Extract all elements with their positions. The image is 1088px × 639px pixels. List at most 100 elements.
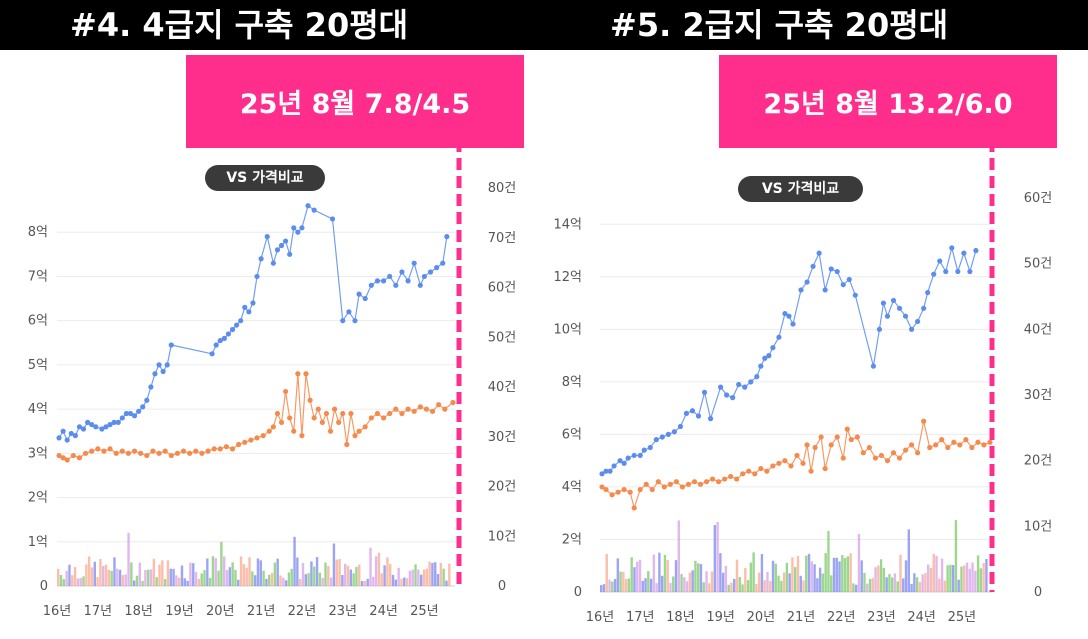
volume-bar (624, 578, 628, 592)
volume-bar (76, 578, 80, 586)
volume-bar (885, 577, 888, 592)
series-point-1 (368, 415, 374, 421)
series-point-1 (812, 444, 818, 451)
compare-pill-left[interactable]: VS 가격비교 (205, 165, 325, 191)
series-point-1 (193, 448, 199, 454)
y-left-tick-label: 10억 (553, 322, 582, 337)
series-point-1 (764, 468, 770, 474)
series-point-1 (144, 452, 150, 459)
series-point-1 (915, 450, 921, 456)
series-point-1 (236, 441, 242, 448)
volume-bar (394, 579, 398, 586)
volume-bar (431, 562, 434, 586)
series-point-0 (387, 273, 393, 280)
series-point-1 (896, 455, 903, 461)
volume-bar (960, 566, 963, 592)
series-point-0 (736, 381, 742, 388)
volume-bar (974, 570, 977, 592)
series-point-1 (295, 371, 301, 377)
series-point-1 (344, 441, 350, 448)
series-point-0 (730, 395, 736, 401)
y-left-tick-label: 4억 (28, 402, 48, 417)
y-right-tick-label: 60건 (1024, 191, 1053, 206)
volume-bar (228, 567, 232, 586)
series-point-0 (287, 251, 293, 257)
series-point-1 (673, 479, 679, 485)
series-point-1 (150, 448, 156, 454)
volume-bar (141, 580, 144, 586)
series-point-0 (949, 245, 955, 251)
volume-bar (318, 572, 322, 586)
series-point-0 (99, 426, 105, 432)
volume-bar (760, 554, 764, 592)
series-point-0 (689, 408, 696, 414)
volume-bar (152, 558, 156, 586)
series-point-1 (697, 481, 704, 487)
series-point-1 (323, 410, 330, 417)
series-point-1 (436, 402, 442, 408)
volume-bar (902, 578, 905, 592)
volume-bar (301, 563, 305, 586)
volume-bar (841, 555, 844, 592)
series-point-0 (217, 337, 223, 344)
volume-bar (206, 558, 209, 586)
series-point-0 (961, 250, 967, 256)
volume-bar (124, 574, 127, 586)
volume-bar (73, 567, 77, 586)
x-tick-label: 22년 (827, 610, 856, 625)
volume-bar (785, 562, 789, 592)
volume-bar (660, 575, 664, 592)
series-point-0 (156, 362, 162, 368)
series-point-1 (352, 433, 358, 439)
volume-bar (766, 571, 769, 592)
volume-bar (893, 573, 897, 592)
volume-bar (699, 564, 703, 592)
volume-bar (439, 562, 443, 586)
x-tick-label: 17년 (626, 610, 655, 625)
series-point-0 (238, 318, 244, 324)
volume-bar (282, 577, 285, 586)
series-point-1 (399, 410, 405, 417)
series-point-0 (144, 397, 150, 403)
series-point-0 (607, 468, 613, 474)
series-point-0 (115, 419, 121, 425)
volume-bar (408, 570, 412, 586)
y-right-tick-label: 0 (1034, 585, 1042, 600)
volume-bar (192, 563, 195, 586)
series-point-1 (223, 444, 230, 450)
volume-bar (366, 578, 369, 586)
volume-bar (774, 563, 777, 592)
volume-bar (619, 571, 622, 592)
volume-bar (62, 579, 66, 586)
series-point-1 (156, 450, 162, 456)
volume-bar (871, 578, 874, 592)
series-point-0 (80, 426, 87, 432)
volume-bar (946, 565, 949, 592)
series-point-1 (260, 433, 266, 439)
series-point-1 (107, 446, 113, 452)
volume-bar (419, 574, 423, 586)
volume-bar (890, 577, 894, 592)
volume-bar (90, 567, 94, 586)
series-point-0 (742, 384, 748, 390)
compare-pill-right[interactable]: VS 가격비교 (738, 176, 863, 202)
volume-bar (677, 520, 680, 592)
y-right-tick-label: 40건 (488, 380, 517, 395)
volume-bar (102, 566, 105, 586)
volume-bar (979, 568, 983, 592)
y-left-tick-label: 2억 (28, 491, 48, 506)
series-point-0 (72, 433, 78, 439)
volume-bar (954, 520, 958, 592)
y-left-tick-label: 3억 (28, 446, 48, 461)
volume-bar (183, 578, 187, 586)
volume-bar (138, 562, 141, 586)
series-point-0 (152, 371, 158, 377)
series-point-1 (348, 410, 354, 417)
series-point-0 (346, 309, 352, 315)
series-point-1 (599, 484, 605, 490)
volume-bar (721, 572, 725, 592)
series-point-1 (679, 484, 686, 490)
volume-bar (445, 580, 448, 586)
series-point-0 (707, 416, 714, 422)
volume-bar (324, 562, 327, 586)
